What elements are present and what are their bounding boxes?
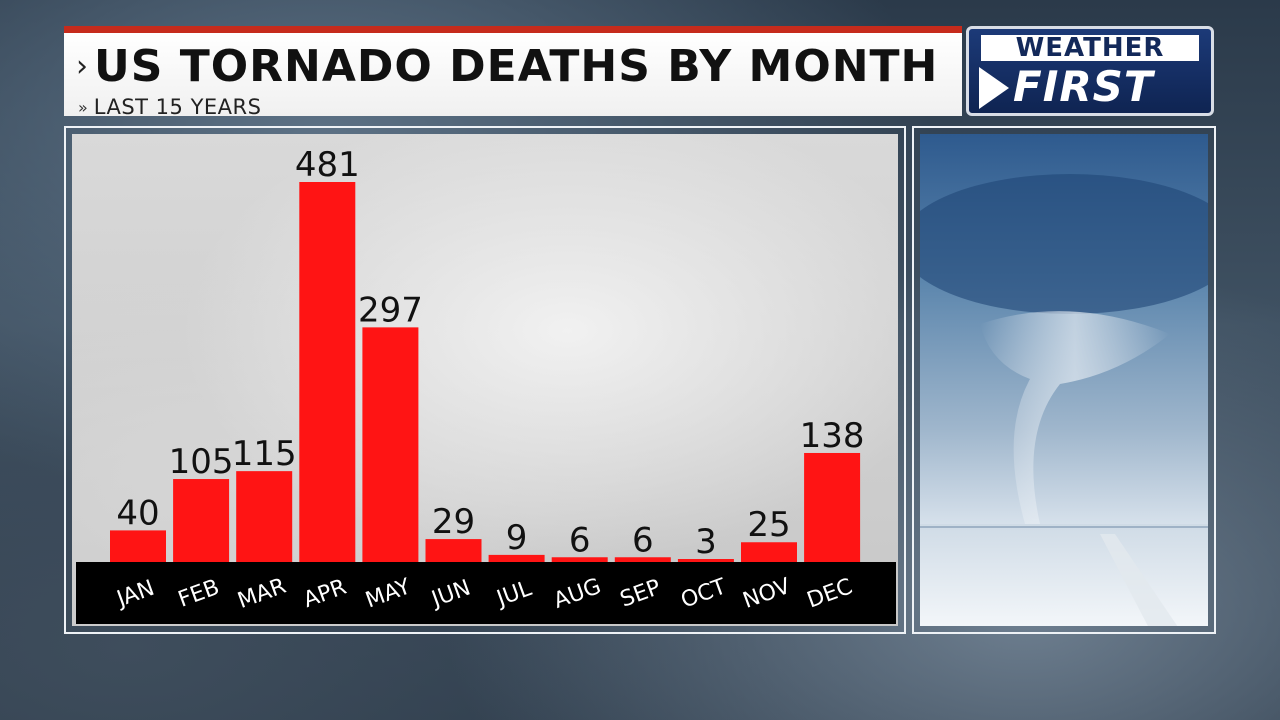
bar-mar — [236, 471, 293, 562]
tornado-photo — [920, 134, 1208, 626]
chart-panel: 40 JAN 105 FEB 115 MAR 481 APR 297 MAY 29 JUN 9 JUL 6 A… — [64, 126, 906, 634]
bar-jan — [110, 530, 166, 562]
play-arrow-icon — [979, 67, 1009, 109]
data-label-mar: 115 — [232, 434, 297, 474]
chevron-right-icon: › — [76, 49, 88, 84]
logo-weather-text: WEATHER — [981, 35, 1199, 61]
double-chevron-icon: » — [78, 97, 88, 117]
bar-sep — [614, 557, 671, 562]
bar-chart: 40JAN105FEB115MAR481APR297MAY29JUN9JUL6A… — [76, 145, 896, 624]
bar-nov — [741, 542, 797, 562]
data-label-feb: 105 — [169, 442, 234, 482]
bar-jul — [488, 554, 545, 562]
data-label-nov: 25 — [747, 505, 790, 545]
photo-panel — [912, 126, 1216, 634]
bar-dec — [804, 452, 861, 562]
bar-apr — [299, 182, 356, 562]
bar-oct — [677, 559, 734, 562]
data-label-oct: 3 — [695, 522, 717, 562]
bar-may — [362, 327, 419, 562]
data-label-jan: 40 — [116, 493, 159, 533]
data-label-dec: 138 — [800, 416, 865, 456]
data-label-sep: 6 — [632, 520, 654, 560]
data-label-jul: 9 — [506, 518, 528, 558]
logo-first-text: FIRST — [1013, 62, 1154, 111]
data-label-apr: 481 — [295, 145, 360, 185]
tornado-icon — [920, 174, 1208, 626]
month-label-band — [76, 562, 896, 624]
data-label-aug: 6 — [569, 520, 591, 560]
page-subtitle: LAST 15 YEARS — [93, 95, 262, 119]
bar-jun — [425, 539, 482, 562]
weather-first-logo: WEATHER FIRST — [966, 26, 1214, 116]
data-label-may: 297 — [358, 290, 423, 330]
chart-background: 40 JAN 105 FEB 115 MAR 481 APR 297 MAY 29 JUN 9 JUL 6 A… — [72, 134, 898, 626]
data-label-jun: 29 — [432, 502, 475, 542]
title-banner: › US TORNADO DEATHS BY MONTH » LAST 15 Y… — [64, 26, 962, 119]
page-title: US TORNADO DEATHS BY MONTH — [94, 41, 939, 92]
bar-feb — [173, 479, 230, 562]
bar-aug — [551, 557, 608, 562]
